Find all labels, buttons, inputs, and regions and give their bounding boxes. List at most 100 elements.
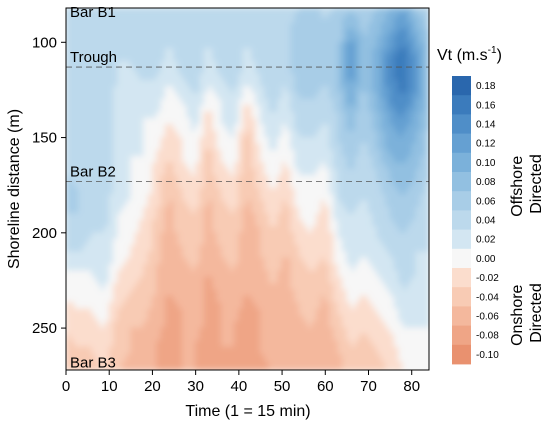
heatmap-cell	[199, 187, 205, 196]
heatmap-cell	[195, 48, 201, 56]
heatmap-cell	[342, 200, 348, 208]
heatmap-cell	[281, 67, 287, 75]
heatmap-cell	[216, 225, 223, 234]
heatmap-cell	[74, 12, 80, 19]
heatmap-cell	[242, 308, 248, 316]
heatmap-cell	[311, 35, 318, 43]
heatmap-cell	[320, 276, 326, 285]
heatmap-cell	[121, 98, 127, 107]
heatmap-cell	[130, 54, 136, 62]
heatmap-cell	[69, 213, 76, 221]
heatmap-cell	[234, 200, 240, 208]
heatmap-cell	[121, 225, 127, 234]
heatmap-cell	[104, 175, 110, 183]
heatmap-cell	[337, 245, 344, 253]
heatmap-cell	[126, 321, 132, 329]
heatmap-cell	[385, 105, 391, 113]
heatmap-cell	[368, 289, 374, 297]
heatmap-cell	[337, 314, 344, 323]
x-tick-label: 40	[231, 378, 248, 395]
heatmap-cell	[82, 308, 89, 316]
heatmap-cell	[69, 79, 76, 88]
heatmap-cell	[324, 308, 331, 316]
heatmap-cell	[225, 118, 231, 126]
heatmap-cell	[389, 238, 395, 247]
heatmap-cell	[234, 73, 240, 81]
heatmap-cell	[402, 213, 408, 221]
heatmap-cell	[372, 213, 378, 221]
heatmap-cell	[225, 35, 231, 43]
heatmap-cell	[380, 29, 387, 37]
heatmap-cell	[113, 245, 119, 253]
heatmap-cell	[234, 289, 240, 297]
heatmap-cell	[290, 340, 296, 348]
heatmap-cell	[87, 137, 93, 145]
heatmap-cell	[117, 35, 123, 43]
heatmap-cell	[91, 270, 97, 278]
heatmap-cell	[272, 276, 279, 285]
heatmap-cell	[216, 149, 223, 158]
heatmap-cell	[264, 327, 270, 335]
heatmap-cell	[406, 354, 413, 363]
heatmap-cell	[134, 175, 140, 183]
heatmap-cell	[164, 308, 171, 316]
heatmap-cell	[212, 302, 218, 310]
heatmap-cell	[156, 238, 162, 247]
heatmap-cell	[126, 206, 132, 215]
heatmap-cell	[324, 346, 331, 356]
heatmap-cell	[182, 137, 188, 145]
heatmap-cell	[100, 206, 106, 215]
heatmap-cell	[398, 181, 404, 189]
heatmap-cell	[290, 118, 296, 126]
heatmap-cell	[355, 105, 361, 113]
heatmap-cell	[337, 8, 344, 14]
heatmap-cell	[212, 200, 218, 208]
heatmap-cell	[78, 302, 84, 310]
heatmap-cell	[380, 79, 387, 88]
heatmap-cell	[182, 346, 188, 356]
heatmap-cell	[238, 73, 244, 81]
heatmap-cell	[108, 283, 115, 291]
heatmap-cell	[402, 92, 408, 100]
heatmap-cell	[368, 149, 374, 158]
heatmap-cell	[126, 308, 132, 316]
heatmap-cell	[380, 200, 387, 208]
heatmap-cell	[376, 79, 382, 88]
heatmap-cell	[69, 200, 76, 208]
heatmap-cell	[195, 156, 201, 164]
heatmap-cell	[117, 264, 123, 272]
heatmap-cell	[277, 8, 283, 14]
heatmap-cell	[203, 162, 210, 170]
heatmap-cell	[424, 308, 429, 316]
heatmap-cell	[424, 111, 429, 120]
heatmap-cell	[182, 54, 188, 62]
heatmap-cell	[398, 361, 404, 370]
heatmap-cell	[251, 130, 257, 139]
colorbar-swatch	[452, 210, 471, 230]
heatmap-cell	[74, 92, 80, 100]
heatmap-cell	[203, 35, 210, 43]
heatmap-cell	[264, 187, 270, 196]
heatmap-cell	[264, 130, 270, 139]
heatmap-cell	[251, 168, 257, 177]
heatmap-cell	[255, 156, 261, 164]
heatmap-cell	[359, 232, 365, 240]
heatmap-cell	[156, 130, 162, 139]
heatmap-cell	[316, 289, 322, 297]
heatmap-cell	[393, 308, 400, 316]
heatmap-cell	[329, 314, 335, 323]
heatmap-cell	[298, 361, 305, 370]
heatmap-cell	[359, 162, 365, 170]
heatmap-cell	[272, 35, 279, 43]
heatmap-cell	[406, 105, 413, 113]
heatmap-cell	[69, 54, 76, 62]
heatmap-cell	[182, 238, 188, 247]
heatmap-cell	[143, 200, 149, 208]
heatmap-cell	[393, 251, 400, 259]
heatmap-cell	[411, 111, 417, 120]
heatmap-cell	[221, 168, 227, 177]
heatmap-cell	[393, 118, 400, 126]
heatmap-cell	[264, 86, 270, 94]
heatmap-cell	[199, 289, 205, 297]
